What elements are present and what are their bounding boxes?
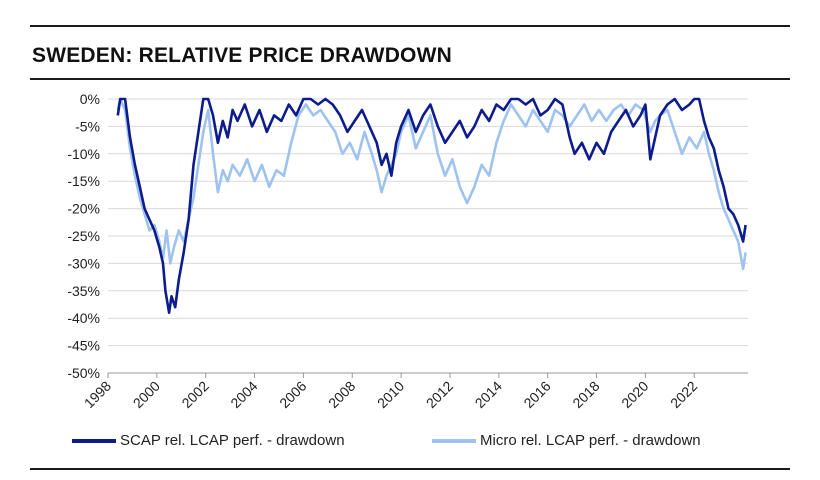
y-axis-ticks: 0% -5% -10% -15% -20% -25% -30% -35% -40% -45% -50… xyxy=(67,91,100,381)
x-tick-label: 2006 xyxy=(276,378,309,411)
y-tick-label: -35% xyxy=(67,283,100,299)
x-tick-label: 2002 xyxy=(178,378,211,411)
legend-swatch-scap xyxy=(72,438,116,443)
x-tick-label: 2014 xyxy=(472,378,505,411)
x-tick-label: 2012 xyxy=(423,378,456,411)
chart-title: SWEDEN: RELATIVE PRICE DRAWDOWN xyxy=(32,44,452,67)
legend-label-micro: Micro rel. LCAP perf. - drawdown xyxy=(480,432,701,449)
title-rule xyxy=(30,78,790,80)
series-line-micro xyxy=(116,97,747,271)
y-tick-label: -20% xyxy=(67,201,100,217)
series-lines xyxy=(116,97,747,314)
grid-lines xyxy=(108,98,748,374)
y-tick-label: -25% xyxy=(67,228,100,244)
legend-item-scap: SCAP rel. LCAP perf. - drawdown xyxy=(72,432,345,449)
x-tick-label: 2004 xyxy=(227,378,260,411)
y-tick-label: -10% xyxy=(67,146,100,162)
x-tick-label: 1998 xyxy=(81,378,114,411)
y-tick-label: -15% xyxy=(67,173,100,189)
x-tick-label: 2022 xyxy=(667,378,700,411)
x-tick-label: 2000 xyxy=(130,378,163,411)
legend-item-micro: Micro rel. LCAP perf. - drawdown xyxy=(432,432,701,449)
x-tick-label: 2010 xyxy=(374,378,407,411)
x-axis-ticks: 1998 2000 2002 2004 2006 2008 2010 2012 2014 2016… xyxy=(81,373,701,411)
y-tick-label: 0% xyxy=(80,91,100,107)
series-line-scap xyxy=(116,97,747,314)
x-tick-label: 2018 xyxy=(569,378,602,411)
top-rule xyxy=(30,25,790,27)
y-tick-label: -40% xyxy=(67,310,100,326)
legend-swatch-micro xyxy=(432,438,476,443)
legend-label-scap: SCAP rel. LCAP perf. - drawdown xyxy=(120,432,345,449)
x-tick-label: 2016 xyxy=(520,378,553,411)
y-tick-label: -5% xyxy=(75,118,100,134)
y-tick-label: -30% xyxy=(67,255,100,271)
y-tick-label: -50% xyxy=(67,365,100,381)
x-tick-label: 2020 xyxy=(618,378,651,411)
x-tick-label: 2008 xyxy=(325,378,358,411)
y-tick-label: -45% xyxy=(67,338,100,354)
bottom-rule xyxy=(30,468,790,470)
